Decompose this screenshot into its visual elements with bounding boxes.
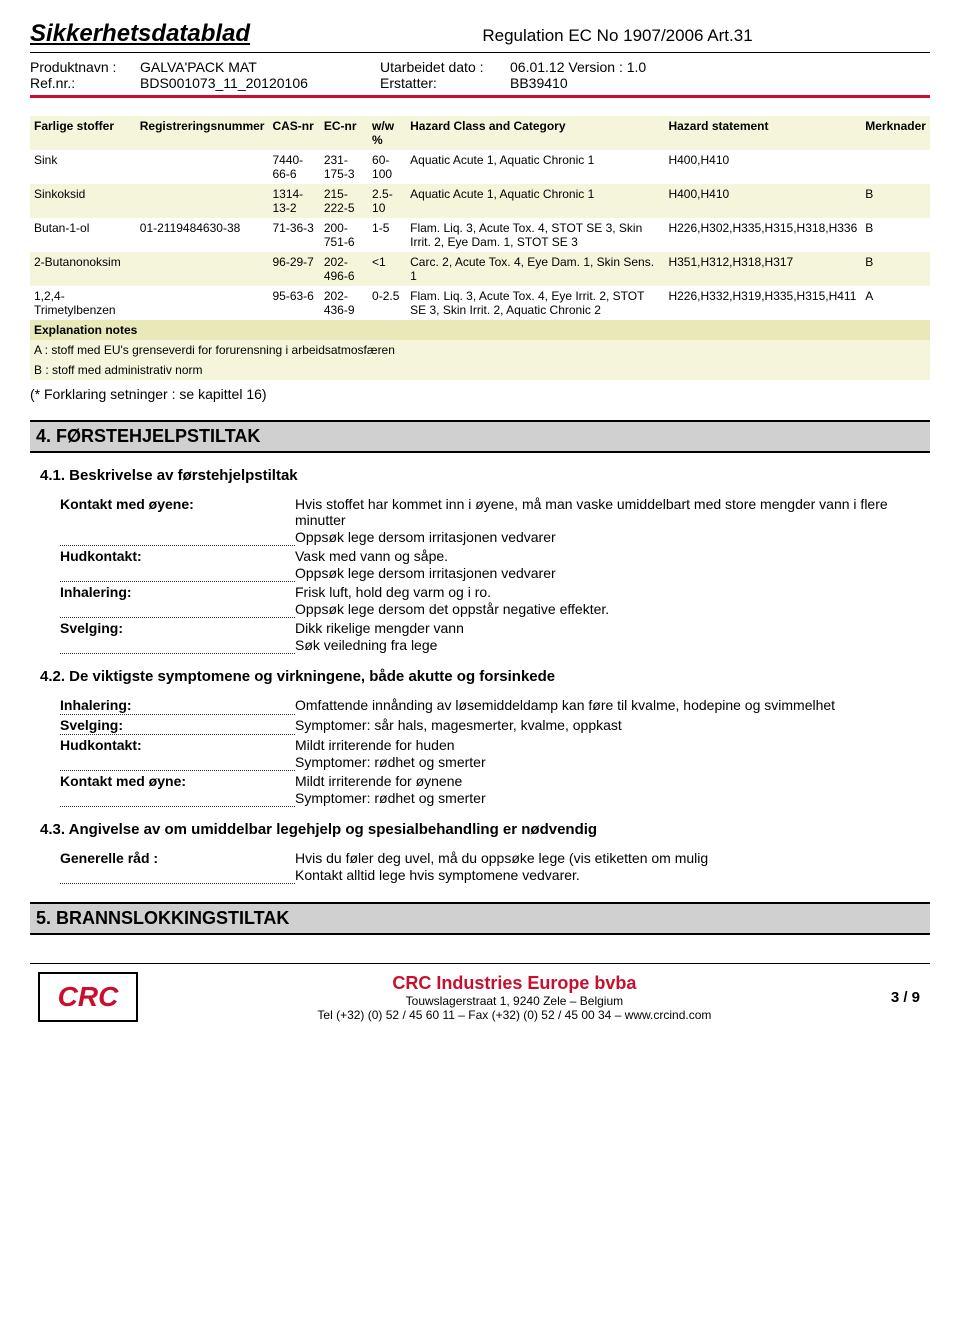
table-cell: 1314-13-2 [268,184,319,218]
kv-label: Inhalering: [60,584,295,618]
table-cell: Sinkoksid [30,184,136,218]
date-label: Utarbeidet dato : [380,59,510,75]
kv-label: Svelging: [60,717,295,735]
table-cell: H351,H312,H318,H317 [664,252,861,286]
table-header: Hazard statement [664,116,861,150]
kv-value: Omfattende innånding av løsemiddeldamp k… [295,697,930,715]
table-cell: 60-100 [368,150,406,184]
product-name: GALVA'PACK MAT [140,59,380,75]
table-cell: B [861,218,930,252]
ref-label: Ref.nr.: [30,75,140,91]
date-value: 06.01.12 Version : 1.0 [510,59,646,75]
table-cell: Butan-1-ol [30,218,136,252]
ref-nr: BDS001073_11_20120106 [140,75,380,91]
crc-logo: CRC [38,972,138,1022]
table-header: Registreringsnummer [136,116,269,150]
footer-page: 3 / 9 [891,989,920,1006]
table-cell: B [861,252,930,286]
section-5-title: 5. BRANNSLOKKINGSTILTAK [30,902,930,935]
table-cell: 215-222-5 [320,184,368,218]
subsection-4-1: 4.1. Beskrivelse av førstehjelpstiltak [40,467,930,484]
table-cell: Flam. Liq. 3, Acute Tox. 4, STOT SE 3, S… [406,218,664,252]
table-cell: 96-29-7 [268,252,319,286]
kv-label: Hudkontakt: [60,548,295,582]
kv-label: Kontakt med øyne: [60,773,295,807]
kv-label: Inhalering: [60,697,295,715]
table-cell: 71-36-3 [268,218,319,252]
kv-value: Hvis stoffet har kommet inn i øyene, må … [295,496,930,546]
explanation-note: A : stoff med EU's grenseverdi for forur… [30,340,930,360]
table-cell: H226,H332,H319,H335,H315,H411 [664,286,861,320]
ingredients-table: Farlige stofferRegistreringsnummerCAS-nr… [30,116,930,380]
section-4-title: 4. FØRSTEHJELPSTILTAK [30,420,930,453]
footer: CRC CRC Industries Europe bvba Touwslage… [30,963,930,1022]
table-cell [136,184,269,218]
red-divider [30,95,930,98]
table-cell: 202-436-9 [320,286,368,320]
table-header: EC-nr [320,116,368,150]
table-cell: 231-175-3 [320,150,368,184]
table-cell: 95-63-6 [268,286,319,320]
table-cell: H400,H410 [664,150,861,184]
kv-label: Hudkontakt: [60,737,295,771]
footer-address: Touwslagerstraat 1, 9240 Zele – Belgium [138,994,891,1008]
kv-value: Vask med vann og såpe.Oppsøk lege dersom… [295,548,930,582]
kv-value: Mildt irriterende for hudenSymptomer: rø… [295,737,930,771]
table-cell: Flam. Liq. 3, Acute Tox. 4, Eye Irrit. 2… [406,286,664,320]
table-header: Farlige stoffer [30,116,136,150]
kv-label: Generelle råd : [60,850,295,884]
table-cell: 01-2119484630-38 [136,218,269,252]
kv-value: Hvis du føler deg uvel, må du oppsøke le… [295,850,930,884]
table-cell [136,150,269,184]
table-cell: 1,2,4-Trimetylbenzen [30,286,136,320]
table-cell [136,252,269,286]
kv-value: Frisk luft, hold deg varm og i ro.Oppsøk… [295,584,930,618]
table-cell: 7440-66-6 [268,150,319,184]
table-header: CAS-nr [268,116,319,150]
table-cell: Aquatic Acute 1, Aquatic Chronic 1 [406,150,664,184]
subsection-4-3: 4.3. Angivelse av om umiddelbar legehjel… [40,821,930,838]
table-cell [136,286,269,320]
post-table-text: (* Forklaring setninger : se kapittel 16… [30,386,930,402]
table-cell: Carc. 2, Acute Tox. 4, Eye Dam. 1, Skin … [406,252,664,286]
table-header: Merknader [861,116,930,150]
kv-value: Symptomer: sår hals, magesmerter, kvalme… [295,717,930,735]
replaces-value: BB39410 [510,75,646,91]
table-cell: Sink [30,150,136,184]
doc-title: Sikkerhetsdatablad [30,20,305,48]
table-header: w/w % [368,116,406,150]
table-cell: 0-2.5 [368,286,406,320]
explanation-notes-label: Explanation notes [30,320,930,340]
kv-value: Dikk rikelige mengder vannSøk veiledning… [295,620,930,654]
table-cell: 1-5 [368,218,406,252]
footer-company: CRC Industries Europe bvba [138,973,891,994]
regulation-title: Regulation EC No 1907/2006 Art.31 [305,26,930,46]
table-cell [861,150,930,184]
table-cell: B [861,184,930,218]
table-cell: 2-Butanonoksim [30,252,136,286]
kv-value: Mildt irriterende for øyneneSymptomer: r… [295,773,930,807]
table-cell: A [861,286,930,320]
explanation-note: B : stoff med administrativ norm [30,360,930,380]
subsection-4-2: 4.2. De viktigste symptomene og virkning… [40,668,930,685]
table-cell: 200-751-6 [320,218,368,252]
footer-contact: Tel (+32) (0) 52 / 45 60 11 – Fax (+32) … [138,1008,891,1022]
kv-label: Svelging: [60,620,295,654]
table-cell: H400,H410 [664,184,861,218]
product-label: Produktnavn : [30,59,140,75]
table-header: Hazard Class and Category [406,116,664,150]
table-cell: Aquatic Acute 1, Aquatic Chronic 1 [406,184,664,218]
replaces-label: Erstatter: [380,75,510,91]
table-cell: <1 [368,252,406,286]
table-cell: 202-496-6 [320,252,368,286]
table-cell: H226,H302,H335,H315,H318,H336 [664,218,861,252]
table-cell: 2.5-10 [368,184,406,218]
kv-label: Kontakt med øyene: [60,496,295,546]
